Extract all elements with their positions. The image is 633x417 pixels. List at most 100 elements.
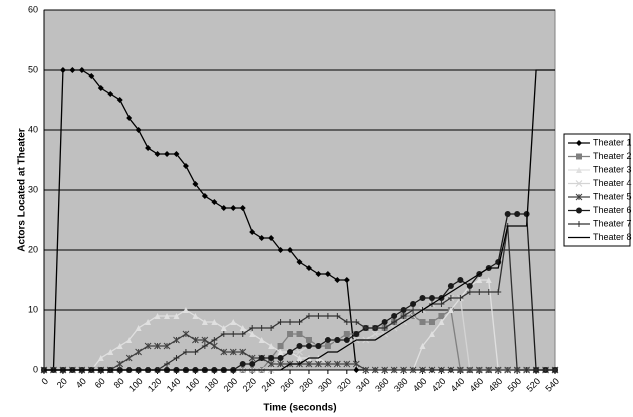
marker bbox=[343, 337, 350, 343]
marker bbox=[116, 360, 124, 368]
x-tick-label: 240 bbox=[260, 376, 278, 394]
x-tick-label: 280 bbox=[297, 376, 315, 394]
marker bbox=[220, 348, 228, 356]
marker bbox=[476, 289, 483, 295]
marker bbox=[239, 348, 247, 356]
marker bbox=[211, 319, 218, 325]
marker bbox=[343, 331, 350, 337]
marker bbox=[371, 330, 379, 338]
marker bbox=[305, 360, 313, 368]
marker bbox=[305, 265, 312, 271]
marker bbox=[575, 193, 583, 201]
marker bbox=[268, 325, 275, 331]
x-tick-label: 520 bbox=[524, 376, 542, 394]
x-tick-label: 460 bbox=[468, 376, 486, 394]
marker bbox=[173, 336, 180, 344]
marker bbox=[305, 337, 312, 343]
marker bbox=[107, 349, 114, 355]
marker bbox=[343, 360, 351, 368]
marker bbox=[428, 366, 436, 374]
marker bbox=[390, 366, 398, 374]
y-tick-label: 50 bbox=[28, 64, 38, 74]
marker bbox=[173, 355, 180, 361]
marker bbox=[126, 115, 133, 121]
marker bbox=[287, 349, 294, 355]
marker bbox=[144, 342, 152, 350]
marker bbox=[523, 211, 530, 217]
marker bbox=[78, 67, 85, 73]
marker bbox=[220, 205, 227, 211]
marker bbox=[476, 277, 483, 283]
x-tick-label: 360 bbox=[373, 376, 391, 394]
legend-label: Theater 8 bbox=[593, 232, 632, 242]
marker bbox=[419, 366, 426, 374]
marker bbox=[249, 325, 256, 331]
x-tick-label: 80 bbox=[112, 376, 126, 390]
y-tick-label: 20 bbox=[28, 244, 38, 254]
marker bbox=[552, 367, 558, 373]
series-line bbox=[44, 69, 555, 371]
marker bbox=[135, 127, 142, 133]
marker bbox=[277, 319, 284, 325]
marker bbox=[343, 277, 350, 283]
marker bbox=[315, 313, 322, 319]
marker bbox=[391, 313, 398, 319]
marker bbox=[447, 307, 454, 313]
marker bbox=[211, 199, 218, 205]
marker bbox=[277, 247, 284, 253]
marker bbox=[438, 319, 445, 325]
marker bbox=[428, 331, 435, 337]
marker bbox=[192, 349, 199, 355]
marker bbox=[173, 151, 180, 157]
marker bbox=[164, 361, 171, 367]
marker bbox=[485, 289, 492, 295]
marker bbox=[576, 167, 582, 173]
legend-label: Theater 2 bbox=[593, 151, 632, 161]
marker bbox=[88, 73, 95, 79]
marker bbox=[381, 319, 388, 325]
marker bbox=[334, 277, 341, 283]
marker bbox=[192, 181, 199, 187]
marker bbox=[514, 367, 521, 373]
marker bbox=[277, 355, 284, 361]
marker bbox=[315, 343, 322, 349]
marker bbox=[457, 295, 464, 301]
marker bbox=[504, 366, 512, 374]
marker bbox=[381, 366, 389, 374]
marker bbox=[201, 319, 208, 325]
marker bbox=[182, 163, 189, 169]
marker bbox=[258, 355, 265, 361]
marker bbox=[334, 337, 341, 343]
marker bbox=[466, 283, 473, 289]
marker bbox=[371, 366, 379, 374]
marker bbox=[457, 366, 464, 374]
marker bbox=[324, 337, 331, 343]
marker bbox=[258, 325, 265, 331]
marker bbox=[296, 355, 303, 361]
marker bbox=[419, 295, 426, 301]
x-tick-label: 160 bbox=[184, 376, 202, 394]
marker bbox=[201, 193, 208, 199]
marker bbox=[428, 295, 435, 301]
x-tick-label: 420 bbox=[430, 376, 448, 394]
marker bbox=[107, 91, 114, 97]
marker bbox=[182, 307, 189, 313]
marker bbox=[576, 153, 582, 160]
marker bbox=[324, 343, 331, 349]
marker bbox=[428, 319, 435, 325]
marker bbox=[135, 325, 142, 331]
x-tick-label: 300 bbox=[316, 376, 334, 394]
marker bbox=[400, 366, 407, 374]
legend bbox=[563, 133, 631, 247]
marker bbox=[305, 343, 312, 349]
x-tick-label: 440 bbox=[449, 376, 467, 394]
marker bbox=[353, 367, 360, 373]
marker bbox=[447, 283, 454, 289]
x-tick-label: 500 bbox=[506, 376, 524, 394]
marker bbox=[324, 271, 331, 277]
marker bbox=[164, 151, 171, 157]
marker bbox=[305, 313, 312, 319]
marker bbox=[296, 348, 303, 356]
marker bbox=[164, 313, 171, 319]
x-tick-label: 260 bbox=[278, 376, 296, 394]
